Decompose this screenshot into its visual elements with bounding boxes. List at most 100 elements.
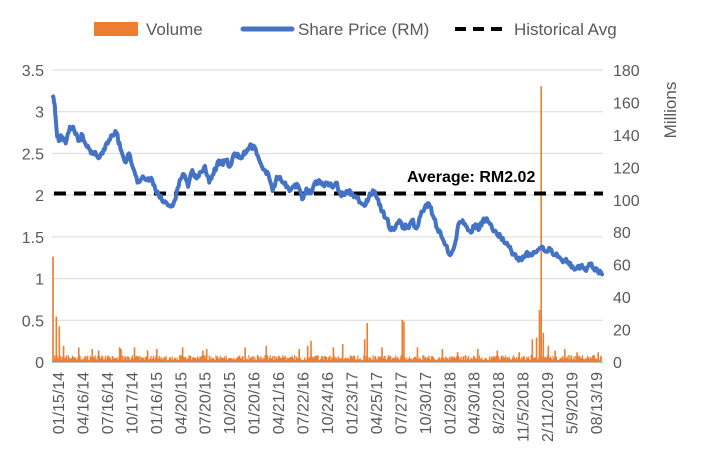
volume-bar <box>576 352 578 362</box>
volume-bar <box>597 352 599 362</box>
volume-bar <box>339 358 341 362</box>
volume-bar <box>465 355 467 362</box>
x-tick-label: 07/27/17 <box>393 372 410 434</box>
volume-bar <box>169 357 172 362</box>
volume-bar <box>141 357 143 362</box>
volume-bar <box>100 357 102 362</box>
volume-bar <box>183 356 185 362</box>
volume-bar <box>503 357 505 362</box>
volume-bar <box>484 357 487 362</box>
volume-bar <box>440 357 443 362</box>
volume-bar <box>381 347 383 362</box>
volume-bar <box>300 360 302 362</box>
volume-bar <box>293 355 296 362</box>
volume-bar <box>600 355 602 362</box>
volume-bar <box>261 357 263 362</box>
volume-bar <box>473 355 475 362</box>
volume-bar <box>313 358 315 362</box>
volume-bar <box>280 358 282 362</box>
volume-bar <box>70 358 73 362</box>
volume-bar <box>202 350 204 362</box>
volume-bar <box>304 359 307 362</box>
volume-bar <box>485 358 487 362</box>
volume-bar <box>140 356 142 362</box>
x-tick-label: 2/11/2019 <box>540 372 557 442</box>
volume-bar <box>461 357 463 362</box>
volume-bar <box>213 359 215 362</box>
volume-bar <box>54 355 56 362</box>
volume-bar <box>425 359 427 362</box>
volume-bar <box>114 358 116 362</box>
volume-bar <box>411 358 413 362</box>
volume-bar <box>199 356 201 362</box>
volume-bar <box>281 358 283 362</box>
volume-bar <box>288 357 291 362</box>
volume-bar <box>103 359 106 362</box>
volume-bar <box>353 355 356 362</box>
volume-bar <box>554 350 556 362</box>
volume-bar <box>541 356 543 362</box>
volume-bar <box>222 357 224 362</box>
volume-bar <box>136 355 138 362</box>
volume-bar <box>120 349 122 362</box>
volume-bar <box>333 356 335 362</box>
volume-bar <box>549 357 551 362</box>
volume-bar <box>170 359 172 362</box>
volume-bar <box>204 355 206 362</box>
volume-bar <box>472 359 474 362</box>
volume-bar <box>525 360 527 362</box>
volume-bar <box>60 356 62 362</box>
volume-bar <box>97 350 100 362</box>
volume-bar <box>214 359 216 362</box>
volume-bar <box>595 358 597 362</box>
volume-bar <box>303 360 305 362</box>
volume-bar <box>279 357 281 362</box>
volume-bar <box>287 358 289 362</box>
volume-bar <box>386 360 388 362</box>
volume-bar <box>566 356 568 362</box>
volume-bar <box>592 355 594 362</box>
volume-bar <box>467 356 470 362</box>
volume-bar <box>383 355 385 362</box>
volume-bar <box>578 355 580 362</box>
volume-bar <box>184 358 186 362</box>
y-right-tick-label: 40 <box>613 290 631 307</box>
volume-bar <box>423 355 425 362</box>
volume-bar <box>500 355 503 362</box>
volume-bar <box>441 349 444 362</box>
volume-bar <box>91 349 94 362</box>
volume-bar <box>155 355 157 362</box>
x-tick-label: 04/20/15 <box>173 372 190 434</box>
volume-bar <box>139 359 141 362</box>
volume-bar <box>366 323 368 362</box>
volume-bar <box>520 359 522 362</box>
volume-bar <box>154 357 156 362</box>
volume-bar <box>443 358 445 362</box>
volume-bar <box>233 359 236 362</box>
volume-bar <box>326 356 328 362</box>
volume-bar <box>104 355 106 362</box>
volume-bar <box>363 339 366 362</box>
volume-bar <box>77 347 80 362</box>
volume-bar <box>260 356 262 362</box>
volume-bar <box>197 357 199 362</box>
y-left-tick-label: 3.5 <box>22 63 44 80</box>
volume-bar <box>523 356 525 362</box>
volume-bar <box>550 358 552 362</box>
volume-bar <box>185 359 188 362</box>
volume-bar <box>259 359 261 362</box>
volume-bar <box>504 357 506 362</box>
volume-bar <box>542 332 545 362</box>
volume-bar <box>596 358 598 362</box>
volume-bar <box>301 359 303 362</box>
volume-bar <box>475 357 477 362</box>
volume-bar <box>221 357 223 362</box>
volume-bar <box>64 358 66 362</box>
volume-bar <box>96 359 98 362</box>
volume-bar <box>125 359 128 362</box>
volume-bar <box>270 358 272 362</box>
volume-bar <box>448 357 450 362</box>
volume-bar <box>562 359 564 362</box>
volume-bar <box>272 356 274 362</box>
volume-bar <box>435 360 438 362</box>
